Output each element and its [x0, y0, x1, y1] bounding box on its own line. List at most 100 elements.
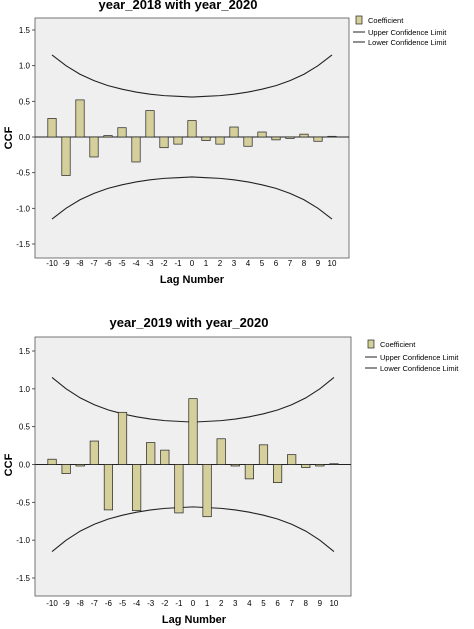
bar — [271, 136, 281, 141]
bar — [257, 131, 267, 138]
bar — [301, 464, 311, 468]
x-tick-label: -7 — [90, 259, 98, 268]
x-tick-label: -3 — [146, 259, 154, 268]
legend: Coefficient Upper Confidence Limit Lower… — [353, 15, 447, 47]
y-tick-label: 1.5 — [19, 26, 31, 35]
y-axis-label: CCF — [3, 453, 15, 476]
bar — [313, 136, 323, 142]
x-tick-label: -7 — [91, 599, 99, 608]
bar — [299, 133, 309, 138]
bar — [117, 127, 127, 138]
bar — [75, 464, 85, 467]
y-axis: 1.5 1.0 0.5 0.0 -0.5 -1.0 -1.5 — [16, 26, 35, 249]
y-axis-label: CCF — [3, 126, 15, 149]
chart-title: year_2018 with year_2020 — [98, 0, 257, 12]
bar — [159, 136, 169, 149]
bar — [61, 464, 71, 474]
bar — [229, 126, 239, 138]
bar — [117, 411, 128, 465]
x-tick-label: 5 — [260, 259, 265, 268]
chart-title: year_2019 with year_2020 — [109, 315, 268, 330]
bar — [47, 458, 57, 465]
bar — [329, 463, 339, 465]
y-tick-label: -0.5 — [16, 498, 30, 507]
x-tick-label: 1 — [205, 599, 210, 608]
x-tick-label: -10 — [46, 599, 58, 608]
x-tick-label: 1 — [204, 259, 209, 268]
bar — [201, 136, 211, 141]
bar — [174, 464, 184, 514]
bar — [315, 464, 325, 467]
bar — [103, 464, 114, 511]
bar-group — [35, 99, 349, 176]
plot-area — [34, 336, 352, 597]
legend-coefficient: Coefficient — [380, 340, 416, 349]
x-tick-label: -1 — [174, 259, 182, 268]
x-tick-label: -5 — [118, 259, 126, 268]
x-tick-label: -9 — [62, 259, 70, 268]
x-axis-label: Lag Number — [160, 274, 225, 286]
x-tick-label: -8 — [77, 599, 85, 608]
bar — [272, 464, 283, 484]
ccf-chart-2-svg: year_2019 with year_2020 1.5 1.0 0.5 0.0 -0.… — [3, 315, 459, 626]
x-tick-label: 9 — [318, 599, 323, 608]
upper-confidence-line — [51, 54, 333, 98]
x-tick-label: -6 — [105, 599, 113, 608]
y-tick-label: 0.0 — [19, 461, 31, 470]
x-tick-label: 8 — [304, 599, 309, 608]
x-tick-label: -1 — [175, 599, 183, 608]
x-tick-label: 5 — [261, 599, 266, 608]
bar — [47, 118, 57, 138]
x-axis: -10 -9 -8 -7 -6 -5 -4 -3 -2 -1 0 1 2 3 4 5 6 7 8 9 10 — [46, 259, 337, 268]
x-tick-label: 6 — [274, 259, 279, 268]
legend-coefficient: Coefficient — [368, 16, 404, 25]
bar — [75, 99, 85, 138]
y-tick-label: -1.0 — [16, 536, 30, 545]
y-tick-label: 0.5 — [19, 97, 31, 106]
x-tick-label: 9 — [316, 259, 321, 268]
bar — [173, 136, 183, 145]
bar-group — [35, 398, 351, 518]
y-tick-label: 0.0 — [19, 133, 31, 142]
x-tick-label: 3 — [233, 599, 238, 608]
y-tick-label: 1.5 — [19, 347, 31, 356]
y-tick-label: -1.5 — [16, 240, 30, 249]
y-tick-label: 1.0 — [19, 385, 31, 394]
bar — [103, 135, 113, 138]
y-tick-label: 0.5 — [19, 423, 31, 432]
x-tick-label: -4 — [133, 599, 141, 608]
bar — [230, 464, 240, 467]
x-tick-label: 8 — [302, 259, 307, 268]
ccf-chart-2: year_2019 with year_2020 1.5 1.0 0.5 0.0 -0.… — [0, 305, 474, 629]
confidence-limits — [51, 54, 333, 220]
x-tick-label: 4 — [247, 599, 252, 608]
ccf-chart-1-svg: year_2018 with year_2020 1.5 1.0 0.5 0.0 -0.… — [3, 0, 447, 286]
x-tick-label: 7 — [288, 259, 293, 268]
x-tick-label: 6 — [275, 599, 280, 608]
y-axis: 1.5 1.0 0.5 0.0 -0.5 -1.0 -1.5 — [16, 347, 35, 583]
lower-confidence-line — [51, 176, 333, 220]
bar — [160, 449, 170, 465]
x-tick-label: -2 — [160, 259, 168, 268]
legend-upper: Upper Confidence Limit — [380, 353, 459, 362]
legend-lower: Lower Confidence Limit — [380, 364, 459, 373]
legend-swatch-coefficient — [367, 339, 375, 349]
bar — [89, 440, 99, 465]
lower-confidence-line — [51, 506, 335, 552]
y-tick-label: -1.0 — [16, 204, 30, 213]
y-tick-label: -1.5 — [16, 574, 30, 583]
bar — [216, 438, 226, 465]
bar — [243, 136, 253, 147]
y-tick-label: -0.5 — [16, 169, 30, 178]
plot-area — [34, 17, 350, 259]
x-tick-label: -6 — [104, 259, 112, 268]
legend-lower: Lower Confidence Limit — [368, 38, 447, 47]
ccf-chart-1: year_2018 with year_2020 1.5 1.0 0.5 0.0 -0.… — [0, 0, 474, 295]
legend: Coefficient Upper Confidence Limit Lower… — [365, 339, 459, 373]
bar — [132, 464, 142, 512]
bar — [89, 136, 99, 158]
bar — [215, 136, 225, 145]
bar — [244, 464, 254, 480]
bar — [202, 464, 212, 518]
x-tick-label: -3 — [147, 599, 155, 608]
